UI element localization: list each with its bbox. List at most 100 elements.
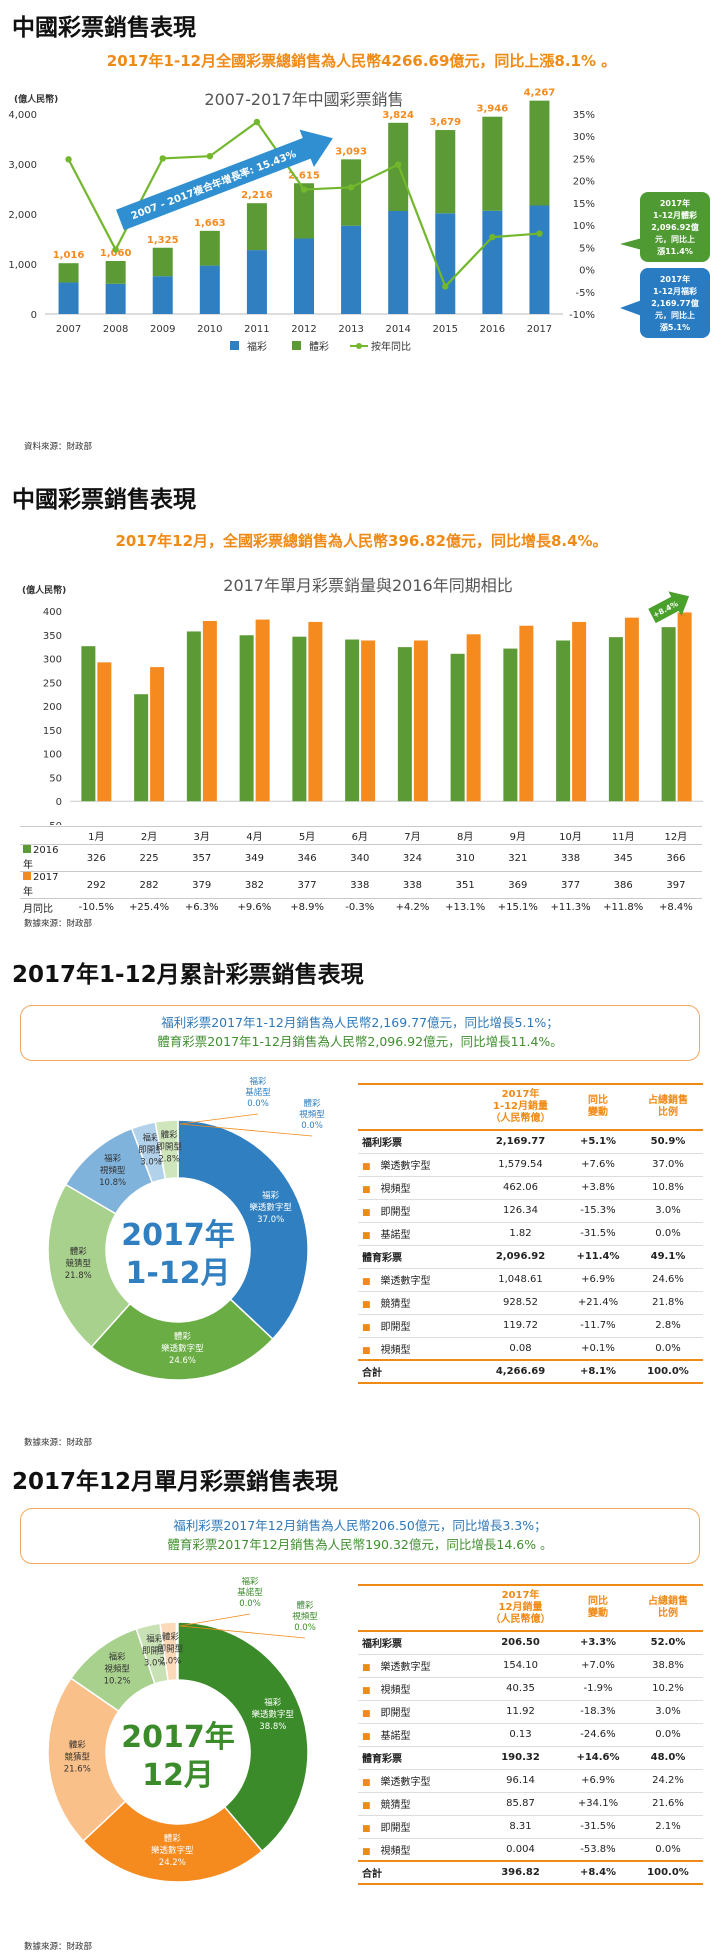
row-2017-cell: 369 — [491, 871, 545, 899]
bullet-icon: ■ — [362, 1732, 371, 1742]
section3-callout-sports: 體育彩票2017年1-12月銷售為人民幣2,096.92億元，同比增長11.4%… — [157, 1034, 563, 1049]
section4-callout-sports: 體育彩票2017年12月銷售為人民幣190.32億元，同比增長14.6% 。 — [167, 1537, 553, 1552]
chart2-bar-2016 — [503, 648, 518, 802]
table-cell: 24.6% — [633, 1268, 703, 1292]
chart1-legend-swatch — [292, 341, 301, 350]
table-cell: 96.14 — [478, 1769, 563, 1793]
chart1-y2tick: 5% — [579, 243, 595, 254]
month-header-row-cell: 3月 — [175, 826, 229, 845]
donut-slice-label: 競猜型 — [65, 1258, 91, 1269]
table-cell-name-text: 福利彩票 — [362, 1639, 402, 1651]
chart1-total-label: 3,679 — [429, 117, 461, 128]
chart1-y2tick: 35% — [573, 110, 595, 121]
section1-title: 中國彩票銷售表現 — [12, 15, 196, 41]
table-cell-name-text: 競猜型 — [380, 1299, 411, 1310]
section1-source: 資料來源：財政部 — [24, 442, 93, 452]
bullet-icon: ■ — [362, 1185, 371, 1195]
donut-slice-label: 福彩 — [146, 1634, 164, 1645]
donut-zero-label: 視頻型 — [299, 1109, 325, 1120]
donut-slice-label: 37.0% — [257, 1215, 284, 1225]
annotation-sports-text: 漲11.4% — [657, 247, 693, 256]
donut-slice-label: 2.0% — [160, 1656, 182, 1666]
table-row: ■ 視頻型 462.06 +3.8% 10.8% — [358, 1176, 703, 1200]
donut-zero-label: 0.0% — [239, 1599, 261, 1609]
row-2016-cell: 357 — [175, 844, 229, 872]
table-cell: 100.0% — [633, 1359, 703, 1384]
table-cell: -31.5% — [563, 1815, 633, 1839]
row-2016-cell: 225 — [122, 844, 176, 872]
table-header-cell: 2017年 1-12月銷量 （人民幣億） — [478, 1083, 563, 1131]
cagr-arrow-shape — [116, 129, 333, 231]
chart1-xtick: 2013 — [338, 324, 363, 335]
row-yoy: 月同比 -10.5% +25.4% +6.3% +9.6% +8.9% -0.3% +4.2%… — [20, 898, 703, 917]
chart1-bar-welfare — [341, 225, 362, 314]
table-cell-name-text: 基諾型 — [380, 1731, 411, 1742]
row-yoy-cell: -10.5% — [70, 898, 123, 917]
row-2017-cell: 351 — [438, 871, 492, 899]
chart1-xtick: 2017 — [527, 324, 552, 335]
month-header-row-cell: 7月 — [386, 826, 439, 845]
table-cell: 0.0% — [633, 1222, 703, 1246]
donut-slice — [159, 1621, 178, 1682]
chart2-bar-2017 — [308, 621, 323, 802]
annotation-welfare-text: 漲5.1% — [660, 323, 690, 332]
table-cell: 1.82 — [478, 1222, 563, 1246]
chart1-yoy-point — [300, 186, 308, 193]
donut-slice-label: 即開型 — [138, 1146, 164, 1156]
table-cell: -18.3% — [563, 1700, 633, 1724]
row-yoy-cell: +11.3% — [544, 898, 597, 917]
table-cell: 206.50 — [478, 1631, 563, 1655]
month-header-row-label — [20, 826, 70, 845]
table-cell: 396.82 — [478, 1860, 563, 1885]
table-header-row: 2017年 1-12月銷量 （人民幣億） 同比 變動 占總銷售 比例 — [358, 1083, 703, 1131]
bullet-icon: ■ — [362, 1208, 371, 1218]
table-cell: 2,169.77 — [478, 1130, 563, 1154]
donut-leader-line — [179, 1123, 313, 1137]
row-yoy-label-text: 月同比 — [23, 904, 53, 916]
table-cell: 49.1% — [633, 1245, 703, 1269]
donut-slice-label: 競猜型 — [65, 1752, 91, 1763]
donut-zero-label: 體彩 — [296, 1600, 314, 1611]
donut-slice — [177, 1119, 309, 1341]
chart1-yoy-point — [536, 230, 543, 237]
table-cell-name-text: 福利彩票 — [362, 1138, 402, 1150]
table-cell-name: 體育彩票 — [358, 1746, 478, 1770]
table-cell: +6.9% — [563, 1769, 633, 1793]
section4-callout-welfare: 福利彩票2017年12月銷售為人民幣206.50億元，同比增長3.3%； — [173, 1518, 547, 1533]
bullet-icon: ■ — [362, 1801, 371, 1811]
month-header-row-cell: 2月 — [122, 826, 176, 845]
table-cell-name-text: 樂透數字型 — [380, 1662, 431, 1673]
row-yoy-label: 月同比 — [20, 898, 70, 917]
table-row: ■ 基諾型 1.82 -31.5% 0.0% — [358, 1222, 703, 1246]
table-header-line: （人民幣億） — [490, 1113, 551, 1124]
cagr-arrow-label: 2007 - 2017複合年增長率: 15.43% — [129, 147, 298, 222]
chart1-bar-welfare — [152, 276, 173, 314]
chart2-ytick: 100 — [43, 750, 62, 761]
table-row: ■ 樂透數字型 96.14 +6.9% 24.2% — [358, 1769, 703, 1793]
chart1-xtick: 2012 — [291, 324, 316, 335]
donut-slice-label: 3.0% — [144, 1659, 166, 1669]
table-cell-name-text: 視頻型 — [380, 1685, 411, 1696]
chart2-bar-2017 — [624, 617, 639, 802]
chart1-total-label: 1,016 — [53, 250, 85, 261]
table-header-row: 2017年 12月銷量 （人民幣億） 同比 變動 占總銷售 比例 — [358, 1584, 703, 1632]
annual-breakdown-table: 2017年 1-12月銷量 （人民幣億） 同比 變動 占總銷售 比例 福利彩票 2,169.77… — [358, 1083, 703, 1384]
table-cell-name-text: 體育彩票 — [362, 1253, 402, 1264]
row-2017-label-text: 2017年 — [23, 872, 59, 898]
table-cell-name: 合計 — [358, 1359, 478, 1384]
chart1-bar-sports — [199, 230, 220, 266]
donut-leader-line — [179, 1113, 259, 1125]
table-cell: 2.1% — [633, 1815, 703, 1839]
table-cell: +8.4% — [563, 1860, 633, 1885]
donut-center-label: 2017年 — [121, 1720, 235, 1755]
table-header-line: 同比 — [588, 1095, 608, 1106]
donut-leader-line — [179, 1625, 306, 1639]
chart1-bar-sports — [529, 100, 550, 206]
row-2017-cell: 379 — [175, 871, 229, 899]
chart1-y2tick: 30% — [573, 132, 595, 143]
chart1-y2tick: 10% — [573, 221, 595, 232]
annotation-sports-text: 2017年 — [660, 198, 690, 208]
row-yoy-cell: +6.3% — [175, 898, 229, 917]
table-cell-name-text: 合計 — [362, 1869, 382, 1880]
table-cell: +7.6% — [563, 1153, 633, 1177]
